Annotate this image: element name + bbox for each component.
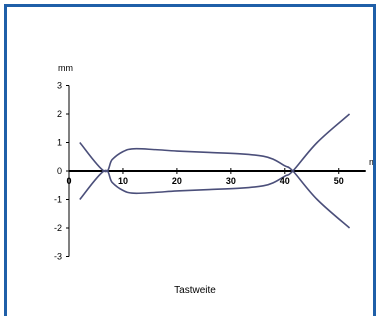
figure-frame: 3 2 1 0 -1 -2 -3 0 10 20 30 40 50 mm m Tastweite	[4, 4, 377, 316]
x-tick-label: 40	[280, 176, 290, 186]
series-layer	[79, 113, 351, 229]
x-tick-label: 30	[226, 176, 236, 186]
x-axis-label: Tastweite	[174, 285, 216, 296]
series-line-2	[79, 113, 351, 201]
x-tick-label: 20	[172, 176, 182, 186]
y-tick-label: 1	[57, 138, 62, 148]
y-tick-label: -1	[54, 195, 62, 205]
x-tick-label: 0	[66, 176, 71, 186]
series-line-1	[79, 141, 351, 229]
y-axis-label: mm	[58, 63, 73, 73]
y-tick-label: 0	[57, 166, 62, 176]
axes	[66, 85, 366, 257]
x-tick-label: 10	[118, 176, 128, 186]
y-tick-label: 2	[57, 109, 62, 119]
x-tick-label: 50	[334, 176, 344, 186]
y-tick-label: -2	[54, 223, 62, 233]
y-tick-label: -3	[54, 252, 62, 262]
x-axis-unit-label: m	[369, 157, 373, 167]
y-tick-label: 3	[57, 81, 62, 91]
